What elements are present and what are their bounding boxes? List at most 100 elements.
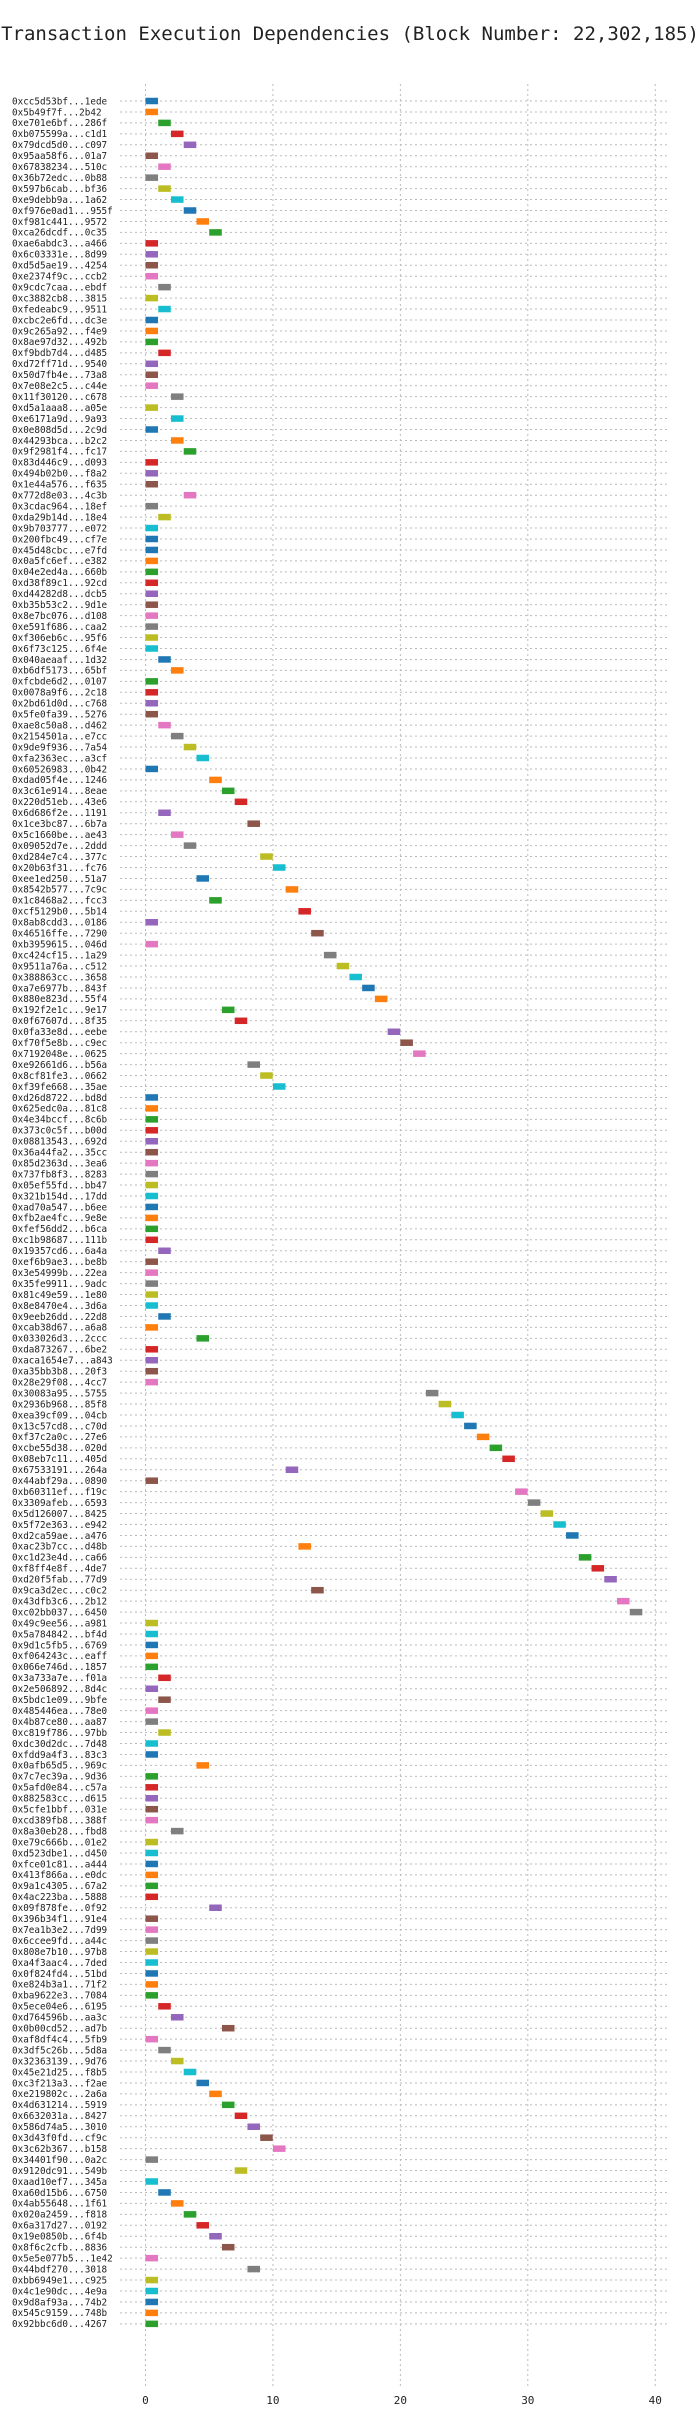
tx-label: 0xb075599a...c1d1 <box>12 129 107 140</box>
tx-label: 0xdad05f4e...1246 <box>12 775 107 786</box>
tx-label: 0x8cf81fe3...0662 <box>12 1071 107 1082</box>
tx-bar <box>145 404 159 411</box>
tx-label: 0x737fb8f3...8283 <box>12 1169 107 1180</box>
tx-bar <box>145 1860 159 1868</box>
tx-label: 0x4e34bccf...8c6b <box>12 1115 108 1126</box>
tx-bar <box>553 1521 566 1528</box>
tx-bar <box>591 1565 605 1572</box>
tx-bar <box>145 470 159 477</box>
tx-bar <box>145 1849 159 1857</box>
tx-bar <box>145 2320 159 2328</box>
tx-bar <box>145 1619 159 1627</box>
tx-bar <box>145 108 159 116</box>
tx-bar <box>170 196 184 203</box>
tx-label: 0x7e08e2c5...c44e <box>12 381 108 392</box>
tx-bar <box>183 842 197 849</box>
tx-bar <box>145 1740 159 1747</box>
tx-bar <box>145 1138 159 1145</box>
tx-label: 0x11f30120...c678 <box>12 392 107 403</box>
tx-bar <box>145 1346 159 1353</box>
tx-label: 0xfce01c81...a444 <box>12 1859 108 1870</box>
tx-label: 0x04e2ed4a...660b <box>12 567 108 578</box>
tx-label: 0xfa2363ec...a3cf <box>12 753 107 764</box>
tx-bar <box>145 1795 159 1802</box>
tx-bar <box>145 251 159 258</box>
tx-label: 0xfb2ae4fc...9e8e <box>12 1213 108 1224</box>
tx-bar <box>145 360 159 368</box>
tx-label: 0xf37c2a0c...27e6 <box>12 1432 107 1443</box>
tx-bar <box>145 1685 159 1692</box>
tx-label: 0x79dcd5d0...c097 <box>12 140 107 151</box>
tx-bar <box>145 1970 159 1977</box>
tx-bar <box>145 338 159 346</box>
tx-bar <box>234 1017 248 1025</box>
tx-label: 0xb60311ef...f19c <box>12 1487 107 1498</box>
tx-bar <box>374 995 388 1003</box>
tx-bar <box>196 1762 210 1769</box>
tx-bar <box>145 1203 159 1211</box>
tx-label: 0xfdd9a4f3...83c3 <box>12 1750 107 1761</box>
tx-bar <box>247 2265 260 2273</box>
tx-bar <box>145 1302 159 1309</box>
tx-bar <box>221 2243 235 2251</box>
tx-label: 0xae8c50a8...d462 <box>12 720 107 731</box>
tx-label: 0xe591f686...caa2 <box>12 622 107 633</box>
tx-label: 0x28e29f08...4cc7 <box>12 1377 107 1388</box>
tx-label: 0x808e7b10...97b8 <box>12 1947 107 1958</box>
tx-label: 0xf8ff4e8f...4de7 <box>12 1564 107 1575</box>
tx-bar <box>170 2014 184 2021</box>
tx-bar <box>145 481 159 488</box>
tx-bar <box>145 1367 159 1375</box>
tx-label: 0x4d631214...5919 <box>12 2100 107 2111</box>
tx-bar <box>209 2090 222 2098</box>
tx-label: 0x192f2e1c...9e17 <box>12 1005 107 1016</box>
tx-label: 0x81c49e59...1e80 <box>12 1290 107 1301</box>
tx-bar <box>145 1280 159 1287</box>
tx-label: 0x3e54999b...22ea <box>12 1268 107 1279</box>
tx-label: 0x3309afeb...6593 <box>12 1498 107 1509</box>
tx-label: 0x597b6cab...bf36 <box>12 184 107 195</box>
tx-label: 0x20b63f31...fc76 <box>12 863 107 874</box>
tx-bar <box>145 2035 159 2043</box>
tx-bar <box>221 787 235 795</box>
tx-bar <box>387 1028 401 1035</box>
tx-bar <box>183 141 197 149</box>
tx-label: 0xcc5d53bf...1ede <box>12 96 108 107</box>
tx-label: 0x494b02b0...f8a2 <box>12 469 107 480</box>
tx-bar <box>209 229 222 236</box>
tx-bar <box>145 97 159 105</box>
tx-bar <box>413 1050 426 1057</box>
tx-label: 0xf064243c...eaff <box>12 1651 107 1662</box>
tx-bar <box>145 1116 159 1123</box>
tx-bar <box>158 1313 171 1320</box>
tx-bar <box>145 1926 159 1933</box>
tx-label: 0xda873267...6be2 <box>12 1345 107 1356</box>
x-axis: 0 10 20 30 40 <box>142 2394 662 2407</box>
tx-bar <box>234 798 248 806</box>
tx-label: 0x9b703777...e072 <box>12 523 107 534</box>
grid-lines <box>120 84 668 2386</box>
tx-label: 0x9f2981f4...fc17 <box>12 447 107 458</box>
tx-label: 0x36b72edc...0b88 <box>12 173 107 184</box>
tx-bar <box>540 1510 554 1517</box>
tx-bar <box>604 1576 617 1583</box>
x-tick-label: 10 <box>266 2394 279 2407</box>
tx-label: 0xe701e6bf...286f <box>12 118 107 129</box>
tx-label: 0x1ce3bc87...6b7a <box>12 819 107 830</box>
tx-bar <box>145 535 159 543</box>
tx-bar <box>145 1291 159 1298</box>
tx-bar <box>425 1389 439 1397</box>
tx-bar <box>260 853 273 860</box>
tx-bar <box>145 1816 159 1824</box>
tx-bar <box>158 2189 171 2196</box>
tx-label: 0x4b87ce80...aa87 <box>12 1717 107 1728</box>
tx-bar <box>209 1904 222 1911</box>
tx-label: 0x0b00cd52...ad7b <box>12 2024 108 2035</box>
tx-bar <box>170 437 184 444</box>
tx-bar <box>170 667 184 674</box>
tx-label: 0x6632031a...8427 <box>12 2111 107 2122</box>
tx-label: 0xf981c441...9572 <box>12 217 107 228</box>
tx-bar <box>145 1181 159 1189</box>
tx-bar <box>145 1094 159 1101</box>
tx-bar <box>145 765 159 773</box>
